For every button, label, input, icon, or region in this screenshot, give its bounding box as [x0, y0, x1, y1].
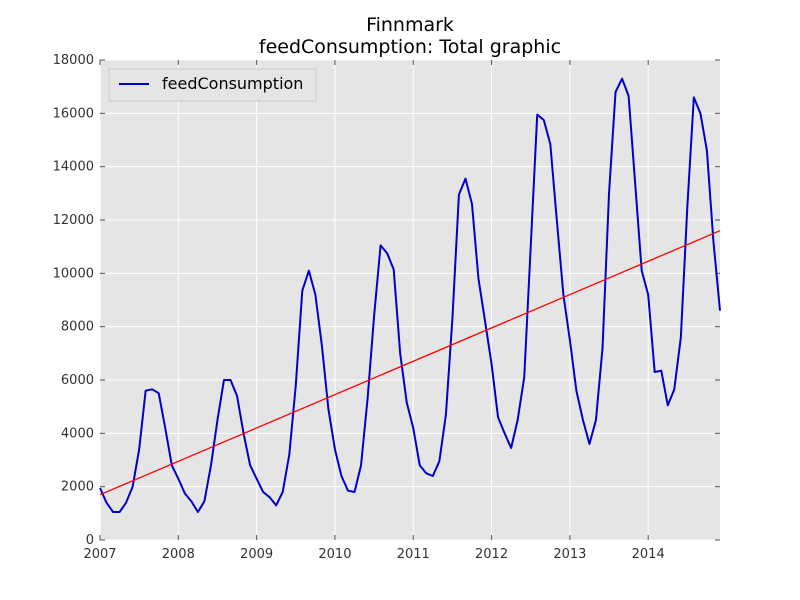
y-tick-label: 12000: [53, 213, 94, 228]
legend: feedConsumption: [108, 68, 317, 102]
plot-area: [100, 60, 720, 540]
x-tick-label: 2011: [397, 547, 430, 562]
series-line-feedconsumption: [99, 77, 721, 513]
y-tick-label: 6000: [61, 373, 94, 388]
y-tick-label: 8000: [61, 320, 94, 335]
series-layer: [99, 77, 721, 513]
ticks-layer: 0 2000 4000 6000 8000 10000 12000 14000 16000 180…: [53, 53, 720, 562]
x-tick-label: 2010: [318, 547, 351, 562]
trend-line: [99, 230, 721, 496]
x-tick-label: 2014: [632, 547, 665, 562]
y-tick-label: 4000: [61, 426, 94, 441]
y-tick-label: 16000: [53, 106, 94, 121]
y-tick-label: 0: [86, 533, 94, 548]
x-tick-label: 2012: [475, 547, 508, 562]
x-tick-label: 2007: [83, 547, 116, 562]
chart-title: Finnmark: [366, 14, 454, 36]
legend-label: feedConsumption: [162, 74, 303, 93]
x-tick-label: 2009: [240, 547, 273, 562]
x-tick-label: 2008: [162, 547, 195, 562]
x-tick-label: 2013: [553, 547, 586, 562]
chart-subtitle: feedConsumption: Total graphic: [259, 36, 561, 58]
y-tick-label: 2000: [61, 480, 94, 495]
y-tick-label: 18000: [53, 53, 94, 68]
y-tick-label: 14000: [53, 160, 94, 175]
y-tick-label: 10000: [53, 266, 94, 281]
